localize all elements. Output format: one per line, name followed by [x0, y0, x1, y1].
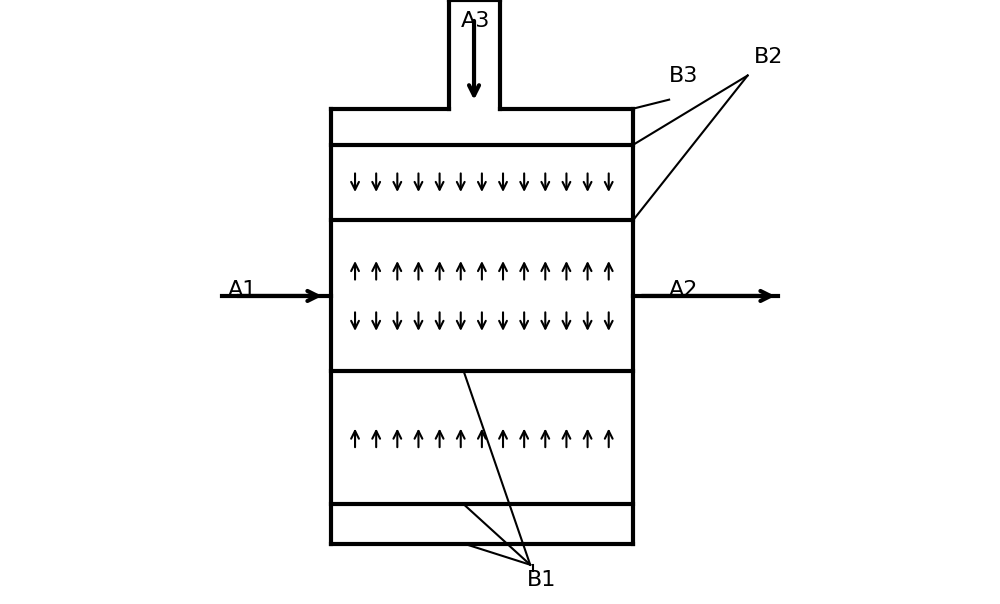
Text: A3: A3 [461, 11, 490, 31]
Text: A2: A2 [669, 280, 698, 300]
Text: B3: B3 [669, 65, 698, 86]
Text: A1: A1 [228, 280, 258, 300]
Text: B2: B2 [754, 47, 783, 68]
Text: B1: B1 [527, 570, 557, 590]
